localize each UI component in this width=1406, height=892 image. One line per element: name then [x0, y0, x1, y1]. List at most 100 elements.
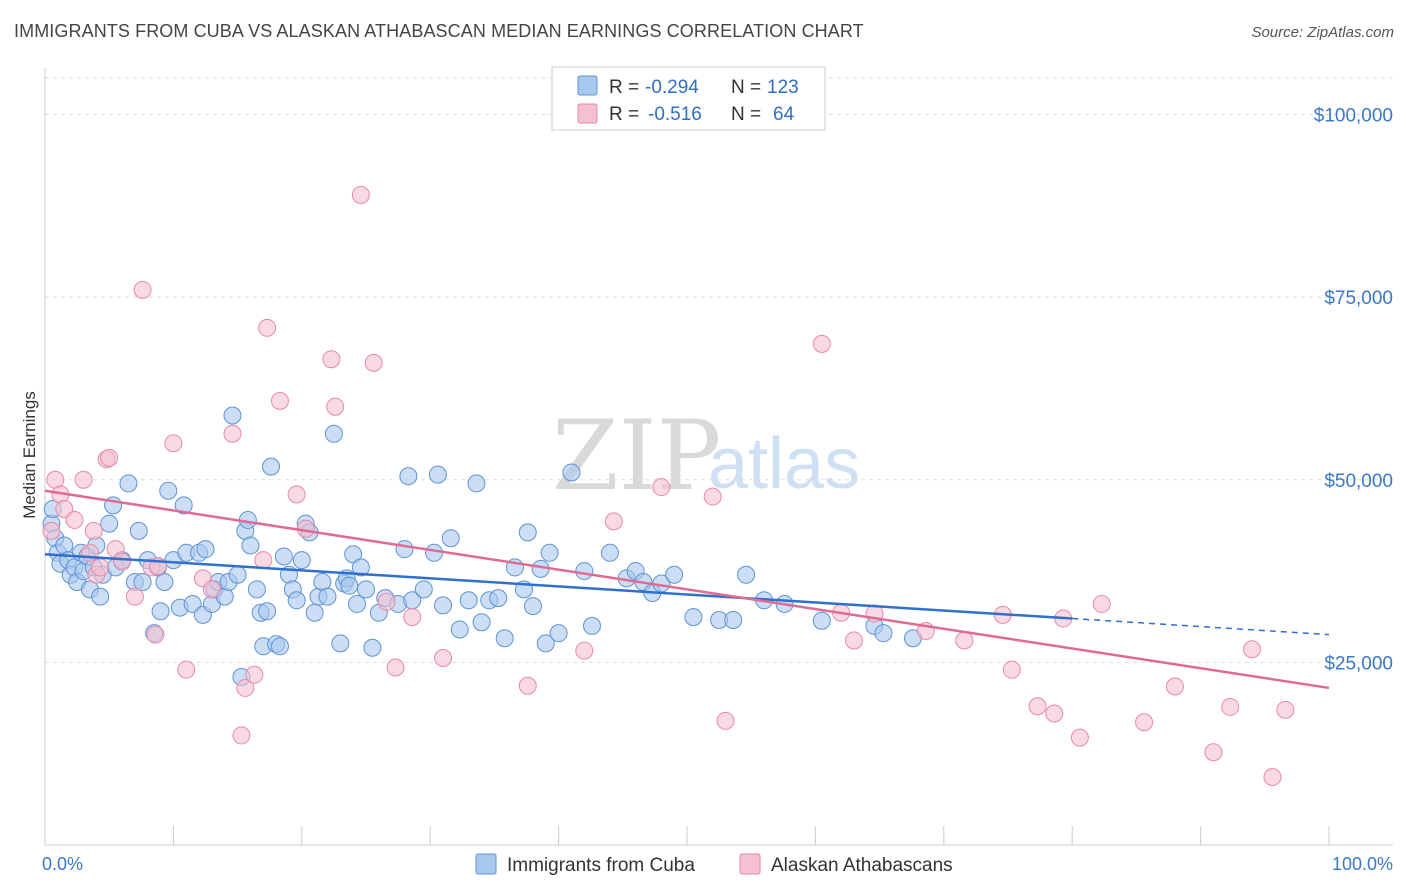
- athabascan-point-15: [133, 280, 152, 299]
- athabascan-point-45: [716, 711, 735, 730]
- athabascan-point-7: [84, 521, 103, 540]
- trendline-cuba-extension: [1072, 617, 1330, 636]
- athabascan-point-13: [113, 552, 132, 571]
- cuba-point-90: [450, 620, 469, 639]
- legend: R = -0.294 N = 123 R = -0.516 N = 64: [551, 66, 826, 131]
- cuba-point-29: [151, 602, 170, 621]
- athabascan-point-36: [377, 592, 396, 611]
- cuba-point-85: [414, 580, 433, 599]
- y-tick-label-2: $75,000: [1324, 288, 1393, 309]
- athabascan-point-58: [1092, 594, 1111, 613]
- cuba-point-95: [489, 589, 508, 608]
- athabascan-point-64: [1263, 768, 1282, 787]
- cuba-point-121: [812, 611, 831, 630]
- cuba-point-102: [536, 634, 555, 653]
- cuba-point-65: [305, 603, 324, 622]
- trendlines: [44, 489, 1330, 690]
- cuba-point-16: [91, 587, 110, 606]
- cuba-point-24: [129, 521, 148, 540]
- y-axis-title: Median Earnings: [20, 391, 39, 519]
- athabascan-point-59: [1135, 713, 1154, 732]
- series-athabascan-points: [42, 185, 1295, 787]
- legend-r-value-athabascan: -0.516: [648, 104, 702, 125]
- cuba-point-69: [324, 424, 343, 443]
- athabascan-point-62: [1221, 697, 1240, 716]
- cuba-point-75: [348, 594, 367, 613]
- cuba-point-31: [159, 481, 178, 500]
- cuba-point-36: [183, 594, 202, 613]
- athabascan-point-27: [254, 551, 273, 570]
- cuba-point-30: [155, 573, 174, 592]
- cuba-point-117: [724, 611, 743, 630]
- cuba-point-57: [270, 637, 289, 656]
- cuba-point-70: [331, 634, 350, 653]
- athabascan-point-26: [245, 665, 264, 684]
- series-cuba-points: [42, 406, 922, 686]
- athabascan-point-37: [386, 658, 405, 677]
- x-ticks: [172, 826, 1330, 845]
- athabascan-point-35: [364, 353, 383, 372]
- athabascan-point-63: [1242, 640, 1261, 659]
- cuba-point-54: [258, 602, 277, 621]
- legend-r-label-cuba: R =: [609, 77, 639, 98]
- athabascan-point-9: [91, 558, 110, 577]
- athabascan-point-48: [844, 631, 863, 650]
- cuba-point-34: [174, 496, 193, 515]
- athabascan-point-32: [322, 350, 341, 369]
- athabascan-point-33: [326, 397, 345, 416]
- cuba-point-55: [261, 457, 280, 476]
- athabascan-point-51: [955, 631, 974, 650]
- athabascan-point-17: [146, 625, 165, 644]
- cuba-point-46: [228, 565, 247, 584]
- athabascan-point-29: [270, 391, 289, 410]
- cuba-point-45: [223, 406, 242, 425]
- athabascan-point-22: [202, 580, 221, 599]
- athabascan-point-23: [223, 424, 242, 443]
- cuba-point-104: [549, 624, 568, 643]
- cuba-point-91: [459, 591, 478, 610]
- athabascan-point-3: [55, 499, 74, 518]
- cuba-point-78: [363, 638, 382, 657]
- bottom-legend-swatch-athabascan: [739, 853, 761, 875]
- cuba-point-82: [395, 540, 414, 559]
- y-tick-label-3: $100,000: [1314, 106, 1393, 127]
- cuba-point-107: [582, 616, 601, 635]
- watermark-atlas: atlas: [708, 424, 860, 504]
- athabascan-point-14: [125, 587, 144, 606]
- cuba-point-99: [518, 523, 537, 542]
- legend-n-label-cuba: N =: [731, 77, 761, 98]
- cuba-point-96: [495, 629, 514, 648]
- cuba-point-92: [467, 474, 486, 493]
- cuba-point-58: [274, 547, 293, 566]
- axis-layer: [44, 68, 1393, 846]
- cuba-point-76: [351, 558, 370, 577]
- legend-n-label-athabascan: N =: [731, 104, 761, 125]
- cuba-point-93: [472, 613, 491, 632]
- athabascan-point-25: [236, 678, 255, 697]
- trendline-athabascan: [44, 489, 1330, 690]
- y-tick-label-1: $50,000: [1324, 471, 1393, 492]
- athabascan-point-46: [812, 334, 831, 353]
- legend-r-value-cuba: -0.294: [645, 77, 699, 98]
- athabascan-point-19: [164, 434, 183, 453]
- athabascan-point-60: [1165, 677, 1184, 696]
- athabascan-point-20: [177, 660, 196, 679]
- cuba-point-68: [318, 587, 337, 606]
- legend-swatch-athabascan: [577, 103, 598, 124]
- cuba-point-103: [540, 543, 559, 562]
- legend-swatch-cuba: [577, 75, 598, 96]
- cuba-point-25: [133, 573, 152, 592]
- grid-layer: [45, 77, 1393, 663]
- cuba-point-83: [399, 467, 418, 486]
- cuba-point-73: [340, 576, 359, 595]
- athabascan-point-24: [232, 726, 251, 745]
- athabascan-point-11: [100, 448, 119, 467]
- chart-source: Source: ZipAtlas.com: [1251, 24, 1394, 41]
- athabascan-point-6: [80, 543, 99, 562]
- athabascan-point-41: [575, 641, 594, 660]
- athabascan-point-40: [518, 676, 537, 695]
- cuba-point-18: [100, 514, 119, 533]
- cuba-point-123: [874, 624, 893, 643]
- cuba-point-50: [241, 536, 260, 555]
